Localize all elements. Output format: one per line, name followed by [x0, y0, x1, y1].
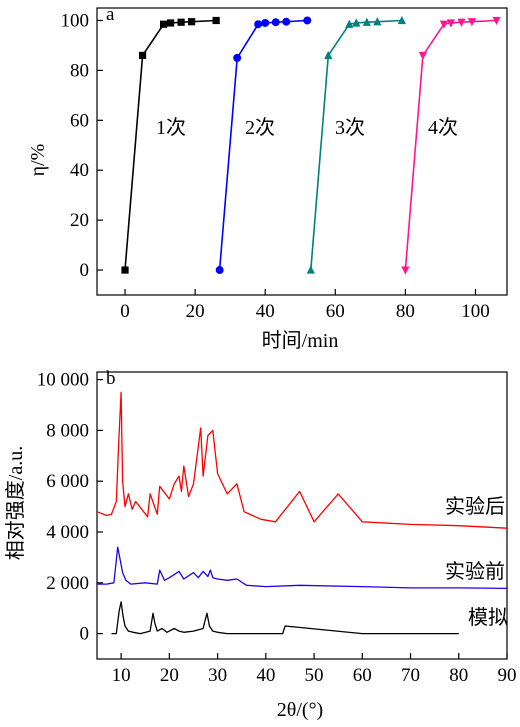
panel-a-letter: a [106, 4, 115, 25]
y-tick-label: 6 000 [46, 471, 89, 492]
data-point [439, 20, 449, 29]
data-point [324, 50, 333, 60]
panel-a-ticks: 0 20 40 60 80 100 0 20 40 60 80 100 [61, 10, 490, 322]
series-label-run-2: 2次 [245, 116, 275, 139]
series-line [96, 391, 508, 529]
data-point [177, 18, 185, 26]
x-tick-label: 60 [353, 665, 372, 686]
x-tick-label: 10 [112, 665, 131, 686]
data-point [446, 19, 456, 28]
data-point [188, 18, 196, 26]
y-tick-label: 20 [70, 210, 89, 231]
series-line [218, 19, 308, 271]
panel-b-ticks: 10 20 30 40 50 60 70 80 90 0 2 000 4 000 6 000 8 000 1… [37, 370, 517, 686]
y-tick-label: 80 [70, 60, 89, 81]
data-point [352, 18, 361, 27]
y-tick-label: 100 [61, 10, 90, 31]
data-point [166, 19, 175, 27]
data-point [233, 53, 242, 62]
x-tick-label: 60 [326, 301, 345, 322]
panel-b-x-axis-label: 2θ/(°) [277, 699, 323, 721]
series-label-run-4: 4次 [428, 116, 458, 139]
x-tick-label: 20 [186, 301, 205, 322]
x-tick-label: 0 [120, 301, 130, 322]
y-tick-label: 60 [70, 110, 89, 131]
x-tick-label: 40 [256, 301, 275, 322]
data-point [401, 266, 410, 275]
data-point [254, 20, 263, 29]
series-line [124, 19, 217, 271]
y-tick-label: 40 [70, 160, 89, 181]
data-point [418, 51, 427, 61]
data-point [212, 16, 220, 25]
data-point [261, 18, 270, 27]
panel-b-y-axis-label: 相对强度/a.u. [4, 446, 27, 560]
x-tick-label: 100 [461, 301, 490, 322]
y-tick-label: 2 000 [46, 573, 89, 594]
x-tick-label: 80 [449, 665, 468, 686]
data-point [282, 17, 291, 26]
panel-a-series [121, 15, 501, 275]
series-label-before: 实验前 [445, 560, 505, 583]
x-tick-label: 40 [256, 665, 275, 686]
x-tick-label: 30 [208, 665, 227, 686]
series-label-run-1: 1次 [156, 116, 186, 139]
series-line [404, 19, 497, 271]
series-line [310, 19, 402, 271]
data-point [215, 266, 224, 275]
x-tick-label: 90 [498, 665, 517, 686]
y-tick-label: 0 [80, 624, 90, 645]
panel-a-frame [96, 7, 508, 296]
data-point [373, 17, 382, 26]
panel-b-series [96, 391, 508, 635]
panel-b: b 2θ/(°) 相对强度/a.u. 10 20 30 40 50 60 70 80 90 0 2 … [4, 368, 517, 721]
data-point [303, 16, 312, 25]
y-tick-label: 0 [80, 260, 90, 281]
panel-a-y-axis-label: η/% [27, 144, 49, 177]
series-line [111, 601, 459, 635]
panel-b-letter: b [106, 368, 116, 389]
panel-a-x-axis-label: 时间/min [262, 329, 339, 352]
y-tick-label: 10 000 [37, 370, 89, 391]
data-point [345, 19, 354, 28]
series-label-after: 实验后 [445, 495, 505, 518]
x-tick-label: 80 [396, 301, 415, 322]
series-line [97, 546, 508, 590]
panel-b-frame [96, 371, 508, 660]
panel-a: a 时间/min η/% 0 20 40 60 80 100 0 20 40 60 80 100 1次… [27, 4, 508, 352]
series-label-simulated: 模拟 [468, 606, 508, 629]
data-point [492, 16, 501, 26]
y-tick-label: 8 000 [46, 420, 89, 441]
data-point [467, 18, 477, 27]
data-point [306, 265, 315, 274]
series-label-run-3: 3次 [335, 116, 365, 139]
data-point [121, 266, 129, 274]
data-point [457, 18, 466, 27]
data-point [138, 51, 147, 60]
x-tick-label: 70 [401, 665, 420, 686]
data-point [362, 17, 371, 26]
data-point [271, 18, 280, 27]
data-point [397, 15, 406, 25]
x-tick-label: 20 [160, 665, 179, 686]
x-tick-label: 50 [305, 665, 324, 686]
data-point [159, 20, 168, 28]
y-tick-label: 4 000 [46, 522, 89, 543]
